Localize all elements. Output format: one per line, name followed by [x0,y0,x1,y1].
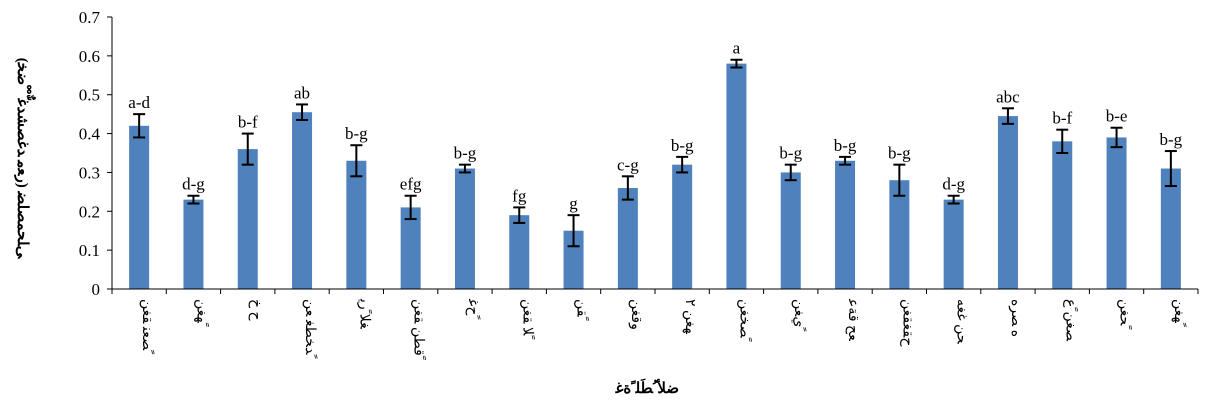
category-label: ﻗﻄﻦ ﻘﻐﻦ ً [411,299,427,361]
category-label: ﻬﻐﻦ ٢ [682,299,697,334]
error-bars [133,58,1177,248]
bar [997,116,1018,289]
category-label: ﻭﻗﻐﻦ [628,299,643,330]
y-tick-label: 0 [92,280,101,299]
category-label: ﻼ ﻘﻐﻦ ً [519,299,535,340]
bar [780,172,801,289]
significance-label: b-f [1052,109,1072,128]
significance-label: efg [400,175,422,194]
significance-label: b-e [1106,107,1128,126]
category-label: ﻱﻐﻦ ً [791,299,807,332]
bar [1160,168,1181,289]
significance-label: abc [996,87,1020,106]
category-label: ﺼﻌﻨ ﻘﻐﻦ ً [139,299,155,355]
bar [400,207,421,289]
category-label: ﺼﺨﻐﻦ ً [736,299,752,343]
y-tick-label: 0.3 [79,163,100,182]
category-label: ﺤﻐﻦ ً [1117,299,1133,330]
bars [129,63,1181,289]
category-labels: ﺼﻌﻨ ﻘﻐﻦ ً ﻬﻐﻦ ً ﺡ ﺥ ﺪﺨﻄﻐ ﻌﻦ ً ﻐﻼ ًﺭﻳ ﻗﻄﻦ ﻘﻐﻦ … [139,298,1187,361]
significance-label: b-g [888,144,911,163]
category-label: ﺪﺨﻄﻐ ﻌﻦ ً [302,299,318,360]
significance-label: a-d [128,93,150,112]
significance-label: b-g [454,144,477,163]
significance-label: b-g [345,124,368,143]
significance-label: b-g [1160,130,1183,149]
y-tick-label: 0.1 [79,241,100,260]
category-label: ﺡﻏ ً [465,298,481,320]
category-label: ﻬﻐﻦ ً [193,299,209,328]
bar [943,199,964,289]
significance-label: c-g [617,155,639,174]
bar [1052,141,1073,289]
bar [292,112,313,289]
y-axis-ticks: 0 0.1 0.2 0.3 0.4 0.5 0.6 0.7 [79,8,1199,299]
category-label: ﺼﻐﻦ ًﻉ [1062,299,1078,342]
significance-label: a [733,39,741,58]
significance-label: fg [512,186,527,205]
category-label: ﺡﻘﻐﻘﻐﻦ [899,299,914,347]
bar [1106,137,1127,289]
significance-label: g [569,194,578,213]
category-label: ﺡ ﺥ [248,299,263,322]
y-tick-label: 0.2 [79,202,100,221]
significance-label: b-g [834,136,857,155]
category-label: ﻩ ﺼﺮﻩ [1008,299,1023,337]
y-tick-label: 0.5 [79,86,100,105]
bar [129,125,150,289]
bar [509,215,530,289]
bar [346,160,367,289]
significance-labels: a-d d-g b-f ab b-g efg b-g fg g c-g b-g a b-g b-g b-g d… [128,39,1182,213]
category-label: ﻬﻐﻦ ً [1171,299,1187,328]
y-tick-label: 0.7 [79,8,101,27]
bar [672,164,693,289]
category-label: ﻌﺢ ﻗﺔﻋ [845,298,860,341]
category-label: ﻐﻼ ًﺭﻳ [356,298,372,329]
significance-label: b-g [671,136,694,155]
significance-label: b-f [238,113,258,132]
significance-label: d-g [182,175,205,194]
category-label: ﺤﻦ ﻏﻐﻪ [954,299,969,345]
bar [726,63,747,289]
category-label: ﻘﻦ ً [574,299,590,322]
bar [889,180,910,289]
bar [183,199,204,289]
y-tick-label: 0.4 [79,125,101,144]
bar [454,168,475,289]
significance-label: ab [294,83,310,102]
bar [617,187,638,289]
x-axis-title: ﺿﻸ ُﻄَﻠ ًﺓﻏ ْ [615,378,695,397]
y-tick-label: 0.6 [79,47,100,66]
significance-label: d-g [942,175,965,194]
bar [835,160,856,289]
significance-label: b-g [779,144,802,163]
bar [237,149,258,289]
y-axis-title: ﻰﻠﺤﻤﺼﻠﻀ (ﺭﻌﻣ ﺪﻏﺼﺸﺪﻏ ٌّ ْ ْﺿﺨ) [14,58,36,259]
